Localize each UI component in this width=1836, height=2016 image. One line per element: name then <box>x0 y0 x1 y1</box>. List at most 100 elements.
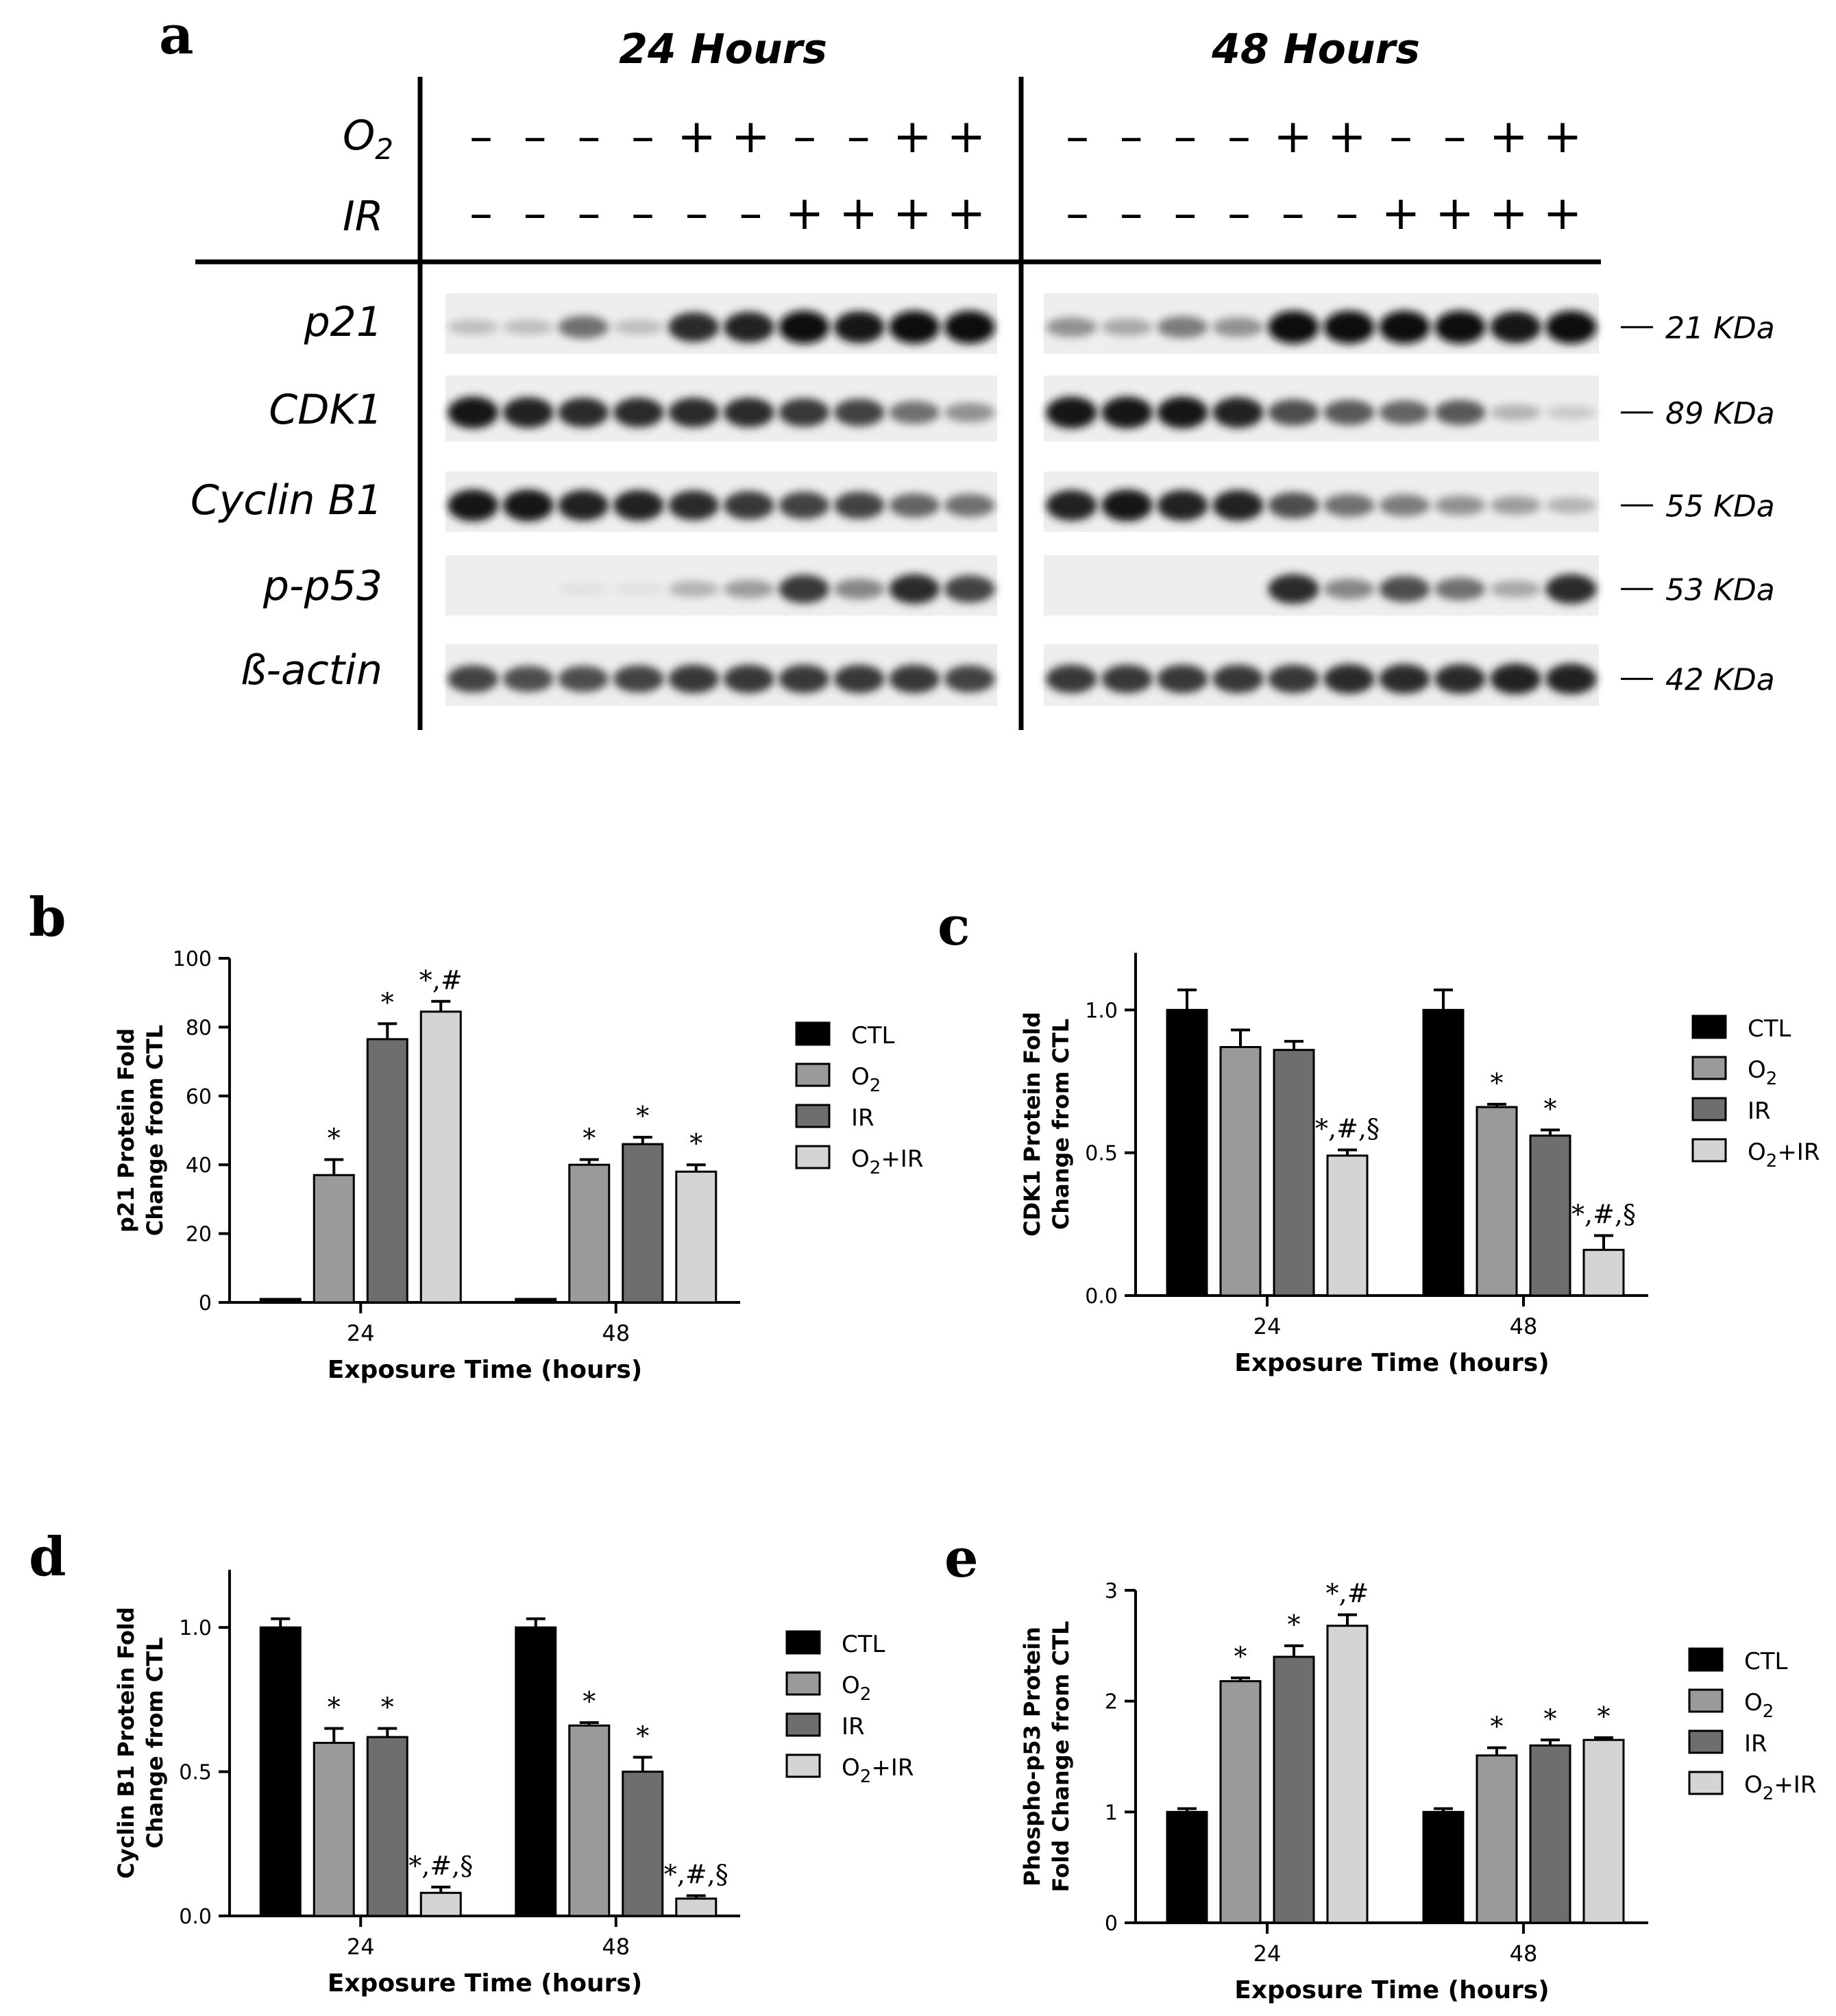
significance-label: * <box>381 1692 394 1722</box>
blot-band <box>1379 664 1430 694</box>
blot-band <box>833 491 885 520</box>
blot-band <box>1434 664 1486 694</box>
chart-panel-c: c 0.0 0.5 1.0 CDK1 Protein Fold Change from C… <box>938 895 1820 1377</box>
blot-band <box>1212 664 1264 694</box>
legend-label-sub: 2 <box>1763 1701 1774 1722</box>
legend-label-sub: 2 <box>860 1766 872 1787</box>
y-tick-label: 1 <box>1105 1801 1118 1825</box>
legend-label-rest: +IR <box>871 1754 914 1782</box>
blot-band <box>1379 576 1430 603</box>
y-axis-label-line: Fold Change from CTL <box>1048 1621 1074 1893</box>
blot-band <box>1545 405 1597 420</box>
legend-swatch <box>785 1671 821 1696</box>
bar <box>622 1771 664 1917</box>
blot-band <box>1323 311 1375 344</box>
blot-band <box>1212 317 1264 337</box>
blot-band <box>1101 318 1153 337</box>
o2-sign: + <box>1327 110 1367 164</box>
kda-label: 21 KDa <box>1665 311 1775 345</box>
legend-label-base: O <box>1744 1689 1763 1716</box>
y-axis-label-line: Change from CTL <box>142 1025 168 1236</box>
y-axis-label: CDK1 Protein Fold Change from CTL <box>1019 1012 1074 1237</box>
ir-row-label: IR <box>343 193 383 241</box>
significance-label: * <box>328 1692 341 1722</box>
significance-label: * <box>689 1128 702 1158</box>
bar <box>1219 1046 1262 1297</box>
kda-label: 89 KDa <box>1665 396 1775 431</box>
o2-sign: + <box>1543 110 1582 164</box>
legend-swatch <box>1691 1015 1727 1039</box>
legend-label-rest: +IR <box>1774 1771 1816 1799</box>
ir-sign: – <box>1335 186 1358 241</box>
y-tick-label: 0 <box>199 1291 212 1315</box>
blot-band <box>613 319 664 335</box>
blot-band <box>558 583 609 596</box>
blot-band <box>1046 396 1097 428</box>
kda-label: 55 KDa <box>1665 489 1775 524</box>
chart-panel-b: b 0 20 40 60 80 100 p21 Protein Fold Change from… <box>29 886 923 1384</box>
y-tick-label: 0.0 <box>1085 1285 1118 1309</box>
legend-label-sub: 2 <box>1766 1151 1778 1171</box>
legend-swatch <box>1688 1647 1724 1672</box>
legend-label: IR <box>1748 1097 1771 1125</box>
bar <box>675 1897 718 1917</box>
legend-swatch <box>785 1630 821 1655</box>
blot-band <box>502 666 554 692</box>
legend-swatch <box>795 1021 831 1046</box>
blot-band <box>723 311 774 343</box>
blot-band <box>723 579 774 598</box>
blot-band <box>944 402 995 423</box>
significance-label: * <box>1598 1701 1611 1732</box>
bar <box>313 1742 355 1917</box>
blot-band <box>1157 396 1208 428</box>
o2-sign: – <box>1066 110 1089 164</box>
blot-band <box>1545 311 1597 344</box>
x-category-label: 48 <box>602 1320 630 1346</box>
blot-band <box>1101 664 1153 694</box>
blot-band <box>779 398 830 427</box>
significance-label: *,#,§ <box>1571 1200 1636 1230</box>
legend-label: O2 <box>1748 1056 1777 1089</box>
timepoint-title: 48 Hours <box>1211 25 1420 73</box>
chart-panel-e: e 0 1 2 3 Phospho-p53 Protein Fold Change from… <box>944 1527 1816 2004</box>
blot-band <box>1157 489 1208 521</box>
significance-label: *,# <box>1326 1579 1369 1609</box>
o2-sign: – <box>1443 110 1467 164</box>
o2-sign: + <box>677 110 716 164</box>
legend-swatch <box>795 1145 831 1169</box>
bar <box>1582 1738 1625 1924</box>
significance-label: *,#,§ <box>1315 1114 1380 1144</box>
significance-label: * <box>381 987 394 1017</box>
x-axis-label: Exposure Time (hours) <box>328 1969 643 1997</box>
blot-band <box>613 398 664 428</box>
blot-band <box>779 491 830 520</box>
ir-sign: + <box>839 186 878 241</box>
bar <box>366 1038 408 1304</box>
blot-band <box>1046 317 1097 337</box>
y-tick-label: 3 <box>1105 1579 1118 1603</box>
blot-band <box>833 398 885 426</box>
blot-band <box>448 665 499 693</box>
blot-band <box>558 666 609 692</box>
legend-swatch <box>1688 1688 1724 1713</box>
bar <box>1166 1810 1208 1924</box>
blot-band <box>889 574 940 604</box>
significance-label: * <box>1491 1712 1504 1742</box>
legend-label-sub: 2 <box>870 1158 881 1178</box>
o2-sign: – <box>469 110 493 164</box>
y-axis-label: Cyclin B1 Protein Fold Change from CTL <box>113 1607 168 1879</box>
blot-band <box>1379 400 1430 425</box>
o2-sign: + <box>893 110 932 164</box>
blot-band <box>1101 489 1153 522</box>
ir-sign: + <box>1543 186 1582 241</box>
significance-label: * <box>1544 1703 1557 1734</box>
legend-swatch <box>785 1753 821 1778</box>
ir-sign: – <box>631 186 654 241</box>
o2-sign: – <box>1173 110 1197 164</box>
blot-band <box>558 315 609 339</box>
bar <box>419 1010 462 1304</box>
y-axis-label-line: CDK1 Protein Fold <box>1019 1012 1045 1237</box>
bar <box>1529 1134 1571 1297</box>
blot-band <box>1379 494 1430 517</box>
blot-band <box>1046 664 1097 694</box>
